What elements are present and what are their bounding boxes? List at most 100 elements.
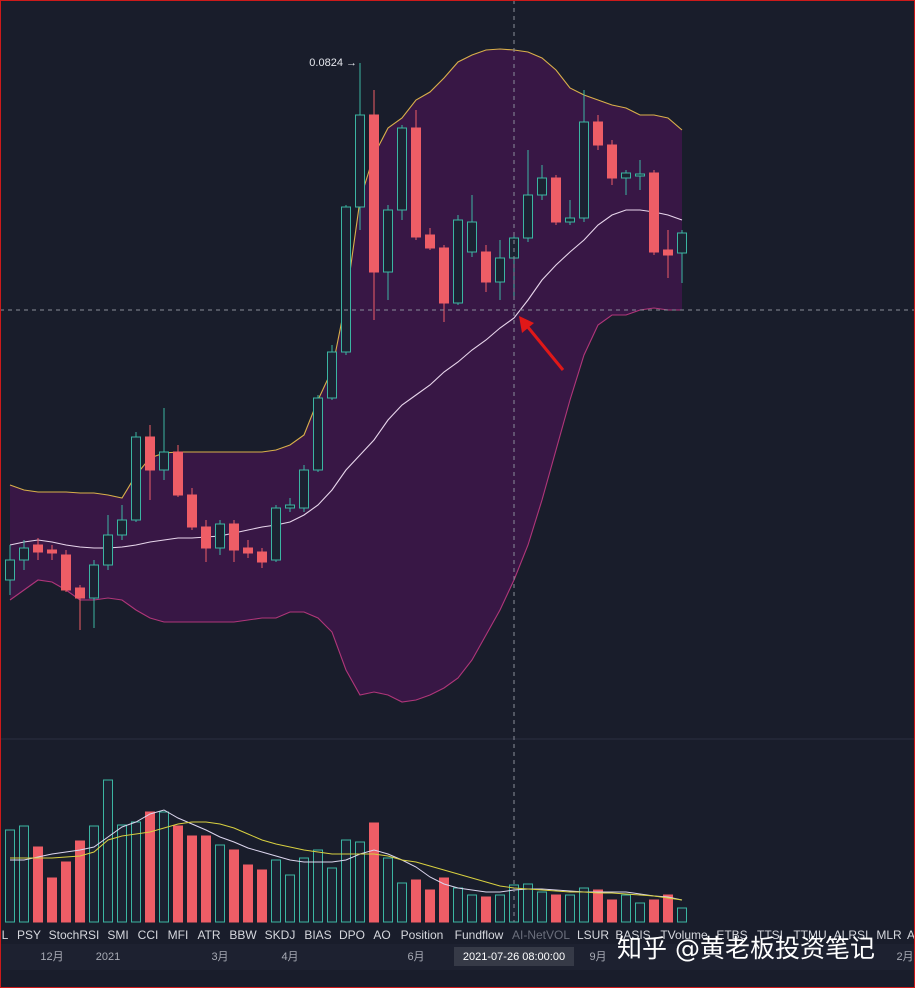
candle-body — [313, 397, 323, 471]
volume-bar — [439, 877, 449, 923]
volume-bar — [593, 889, 603, 923]
volume-bar — [453, 887, 463, 923]
candle-body — [593, 121, 603, 146]
volume-layer — [5, 779, 687, 923]
volume-bar — [663, 894, 673, 923]
candle-body — [327, 351, 337, 399]
volume-bar — [61, 861, 71, 923]
indicator-tab[interactable]: StochRSI — [49, 928, 100, 942]
x-tick-label: 4月 — [281, 951, 298, 963]
volume-bar — [215, 844, 225, 923]
volume-bar — [467, 894, 477, 923]
indicator-tab[interactable]: DPO — [339, 928, 365, 942]
indicator-tab[interactable]: PSY — [17, 928, 41, 942]
candle-body — [229, 523, 239, 551]
x-tick-label: 2月 — [896, 951, 913, 963]
candle-body — [145, 436, 155, 471]
volume-bar — [341, 839, 351, 923]
candle-body — [397, 127, 407, 211]
volume-bar — [551, 894, 561, 923]
indicator-tab[interactable]: MLR — [876, 928, 902, 942]
candle-body — [411, 127, 421, 238]
candle-body — [75, 587, 85, 599]
candle-body — [453, 219, 463, 304]
indicator-tab[interactable]: BIAS — [304, 928, 331, 942]
indicator-tab[interactable]: TTMU — [793, 928, 826, 942]
volume-bar — [271, 859, 281, 923]
candle-body — [635, 173, 645, 177]
indicator-tab[interactable]: A — [907, 928, 915, 942]
indicator-tab[interactable]: ATR — [197, 928, 220, 942]
x-tick-label: 2021 — [96, 951, 120, 963]
volume-bar — [19, 825, 29, 923]
candle-body — [201, 526, 211, 549]
indicator-tab[interactable]: ALRSI — [834, 928, 869, 942]
volume-bar — [677, 907, 687, 923]
volume-bar — [103, 779, 113, 923]
volume-bar — [257, 869, 267, 923]
volume-bar — [285, 874, 295, 923]
volume-bar — [537, 891, 547, 923]
indicator-tab[interactable]: ETBS — [716, 928, 747, 942]
volume-bar — [131, 821, 141, 923]
candle-body — [5, 559, 15, 581]
candle-body — [89, 564, 99, 599]
volume-bar — [159, 811, 169, 923]
volume-bar — [201, 835, 211, 923]
volume-bar — [411, 879, 421, 923]
indicator-tab[interactable]: CCI — [138, 928, 159, 942]
candle-body — [621, 172, 631, 179]
candle-body — [439, 247, 449, 304]
indicator-tab[interactable]: LSUR — [577, 928, 609, 942]
x-tick-label: 12月 — [40, 951, 63, 963]
volume-bar — [33, 846, 43, 923]
volume-bar — [299, 857, 309, 923]
candle-body — [61, 554, 71, 591]
indicator-tab[interactable]: BASIS — [615, 928, 650, 942]
volume-bar — [523, 883, 533, 923]
candle-body — [173, 451, 183, 496]
volume-bar — [327, 867, 337, 923]
volume-ma-line — [10, 809, 683, 901]
candle-body — [215, 523, 225, 549]
indicator-tab[interactable]: SKDJ — [265, 928, 296, 942]
indicator-tab[interactable]: TVolume — [660, 928, 708, 942]
volume-bar — [243, 864, 253, 923]
watermark: 知乎 @黄老板投资笔记 — [617, 934, 875, 963]
volume-bar — [75, 840, 85, 923]
candle-body — [607, 144, 617, 179]
candle-body — [383, 209, 393, 273]
volume-bar — [173, 825, 183, 923]
annotation-arrow — [525, 325, 565, 371]
indicator-tab[interactable]: AO — [373, 928, 390, 942]
indicator-tab[interactable]: SMI — [107, 928, 128, 942]
volume-bar — [47, 877, 57, 923]
volume-bar — [5, 829, 15, 923]
indicator-tab[interactable]: MFI — [168, 928, 189, 942]
volume-bar — [355, 841, 365, 923]
candle-body — [537, 177, 547, 196]
indicator-tab[interactable]: AI-NetVOL — [512, 928, 570, 942]
candle-body — [369, 114, 379, 273]
indicator-tab[interactable]: Fundflow — [455, 928, 504, 942]
volume-bar — [187, 835, 197, 923]
band-middle — [9, 209, 683, 549]
candle-body — [425, 234, 435, 249]
volume-bar — [383, 857, 393, 923]
volume-bar — [579, 887, 589, 923]
volume-bar — [89, 825, 99, 923]
volume-bar — [425, 889, 435, 923]
band-lower — [9, 307, 682, 703]
candle-body — [33, 544, 43, 553]
candle-body — [243, 547, 253, 554]
indicator-tab[interactable]: TTSI — [757, 928, 783, 942]
candle-body — [663, 249, 673, 256]
candle-body — [117, 519, 127, 536]
indicator-tab[interactable]: BBW — [229, 928, 257, 942]
crosshair-date-label: 2021-07-26 08:00:00 — [463, 951, 565, 963]
indicator-tab[interactable]: L — [2, 928, 9, 942]
volume-bar — [481, 896, 491, 923]
indicator-tab[interactable]: Position — [401, 928, 444, 942]
candle-body — [103, 534, 113, 566]
